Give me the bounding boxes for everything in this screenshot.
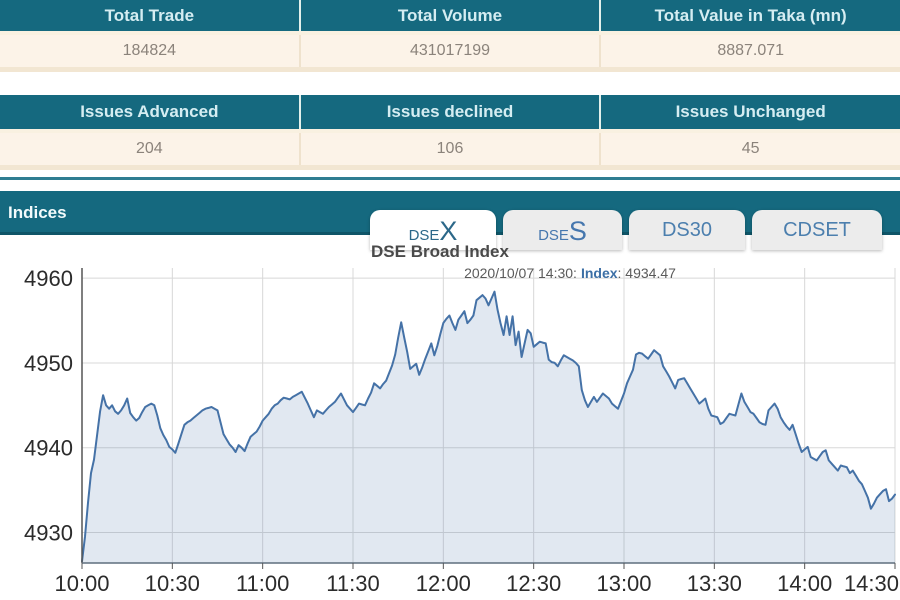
table-separator <box>0 31 900 35</box>
y-axis-label: 4940 <box>24 436 73 461</box>
x-axis-label: 11:00 <box>236 571 289 596</box>
x-axis-label: 14:00 <box>777 571 832 596</box>
header-total-volume: Total Volume <box>301 0 602 31</box>
tab-dses[interactable]: DSE S <box>503 210 622 250</box>
header-issues-advanced: Issues Advanced <box>0 95 301 129</box>
chart-area-fill <box>82 291 895 563</box>
tab-dsex[interactable]: DSE X <box>370 210 496 250</box>
header-issues-declined: Issues declined <box>301 95 602 129</box>
tab-dses-prefix: DSE <box>538 227 569 244</box>
x-axis-label: 14:30 <box>844 571 899 596</box>
value-total-volume: 431017199 <box>301 35 602 67</box>
x-axis-label: 12:30 <box>506 571 561 596</box>
value-issues-declined: 106 <box>301 133 602 165</box>
header-issues-unchanged: Issues Unchanged <box>675 102 826 121</box>
table-value-row: 184824 431017199 8887.071 <box>0 35 900 72</box>
y-axis-label: 4950 <box>24 351 73 376</box>
indices-title: Indices <box>8 203 67 222</box>
header-total-trade: Total Trade <box>0 0 301 31</box>
tab-dsex-suffix: X <box>439 216 458 247</box>
table-value-row: 204 106 45 <box>0 133 900 170</box>
tab-cdset[interactable]: CDSET <box>752 210 882 250</box>
x-axis-label: 12:00 <box>416 571 471 596</box>
panel-divider <box>0 177 900 180</box>
table-header-row: Issues Advanced Issues declined Issues U… <box>0 95 900 129</box>
chart-tooltip: 2020/10/07 14:30: Index: 4934.47 <box>420 265 720 281</box>
tab-dses-suffix: S <box>568 216 587 247</box>
chart-line <box>81 290 896 563</box>
x-axis-label: 13:00 <box>596 571 651 596</box>
x-axis-label: 10:30 <box>145 571 200 596</box>
tooltip-datetime: 2020/10/07 14:30: <box>464 265 577 281</box>
value-issues-advanced: 204 <box>0 133 301 165</box>
tab-cdset-label: CDSET <box>783 218 851 241</box>
tooltip-value: : 4934.47 <box>617 265 676 281</box>
x-axis-label: 11:30 <box>326 571 379 596</box>
table-separator <box>0 129 900 133</box>
issues-summary-table: Issues Advanced Issues declined Issues U… <box>0 95 900 170</box>
index-chart-panel: DSE Broad Index 2020/10/07 14:30: Index: … <box>0 240 900 600</box>
chart-title: DSE Broad Index <box>371 242 509 261</box>
trade-summary-table: Total Trade Total Volume Total Value in … <box>0 0 900 72</box>
value-issues-unchanged: 45 <box>741 140 760 157</box>
value-total-value: 8887.071 <box>717 42 785 59</box>
tab-ds30[interactable]: DS30 <box>629 210 745 250</box>
x-axis-label: 13:30 <box>687 571 742 596</box>
y-axis-label: 4930 <box>24 520 73 545</box>
table-header-row: Total Trade Total Volume Total Value in … <box>0 0 900 31</box>
y-axis-label: 4960 <box>24 266 73 291</box>
value-total-trade: 184824 <box>0 35 301 67</box>
header-total-value: Total Value in Taka (mn) <box>654 5 847 25</box>
tab-ds30-label: DS30 <box>661 218 713 241</box>
tooltip-series-label: Index <box>580 265 618 281</box>
x-axis-label: 10:00 <box>54 571 109 596</box>
tab-dsex-prefix: DSE <box>408 227 440 244</box>
index-area-chart[interactable]: 4930 4940 4950 4960 10:00 10:30 11:00 11:30 12:0… <box>0 240 900 600</box>
